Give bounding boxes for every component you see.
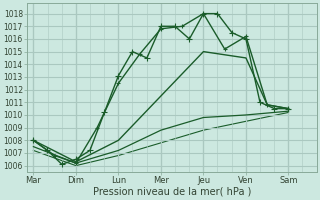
X-axis label: Pression niveau de la mer( hPa ): Pression niveau de la mer( hPa ) <box>92 187 251 197</box>
